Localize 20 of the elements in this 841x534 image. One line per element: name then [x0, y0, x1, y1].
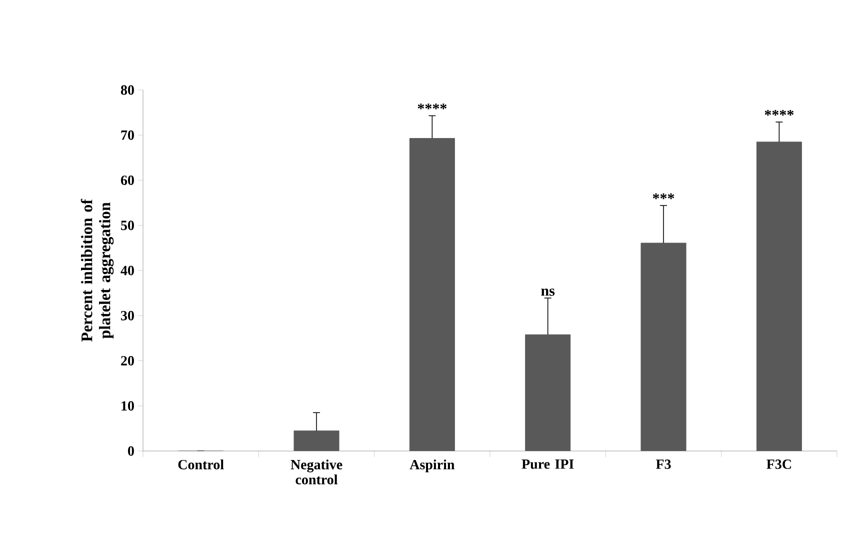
- annotation: ****: [764, 110, 794, 116]
- x-tick-label: Pure IPI: [522, 460, 574, 469]
- x-tick-label: F3C: [766, 460, 791, 469]
- y-tick-label: 20: [121, 356, 134, 366]
- y-axis-title: Percent inhibition of platelet aggregation: [80, 198, 114, 342]
- y-tick-label: 0: [128, 446, 134, 456]
- y-tick-label: 70: [121, 130, 134, 140]
- y-tick-label: 30: [121, 310, 134, 320]
- y-tick-label: 10: [122, 401, 134, 411]
- y-tick-label: 50: [121, 220, 134, 230]
- x-tick-label: Control: [178, 460, 224, 470]
- x-tick-label: Aspirin: [410, 460, 455, 472]
- y-tick-label: 80: [120, 85, 134, 95]
- x-tick-label: F3: [656, 460, 671, 469]
- y-tick-label: 60: [120, 176, 134, 185]
- annotation: ns: [541, 288, 555, 296]
- y-tick-label: 40: [120, 266, 134, 276]
- annotation: ****: [418, 104, 447, 110]
- x-tick-label: Negative control: [290, 460, 342, 484]
- annotation: ***: [652, 193, 674, 200]
